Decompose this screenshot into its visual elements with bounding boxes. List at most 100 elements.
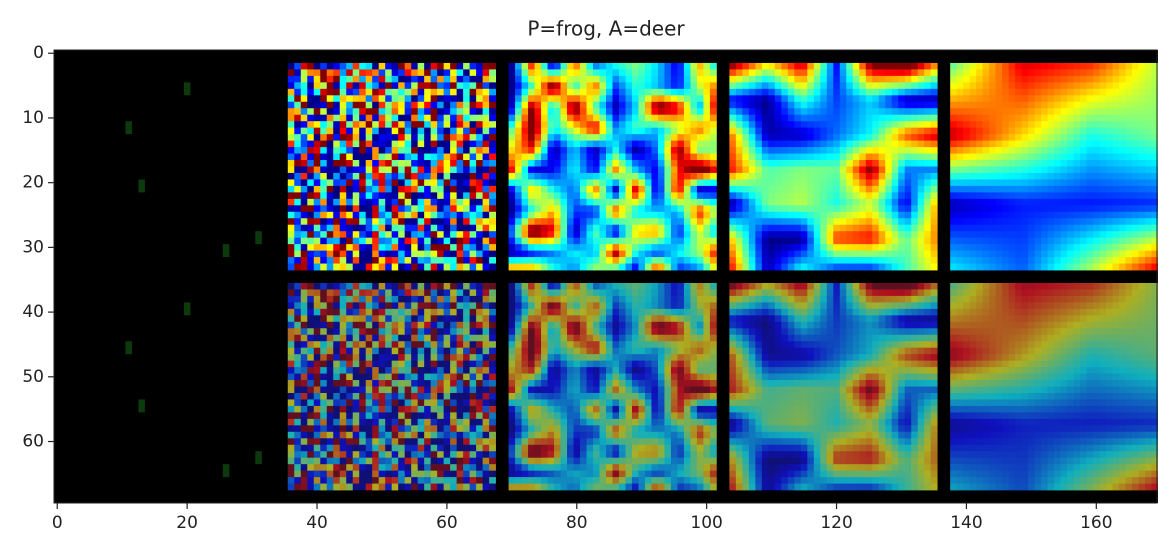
pixel (372, 367, 380, 374)
pixel (696, 172, 704, 180)
pixel (476, 121, 484, 129)
pixel (411, 380, 419, 387)
pixel (567, 82, 574, 90)
pixel (450, 418, 458, 426)
pixel (618, 88, 626, 96)
pixel (683, 315, 691, 323)
pixel (638, 147, 646, 154)
pixel (359, 334, 367, 342)
pixel (599, 373, 607, 381)
pixel (456, 444, 464, 452)
pixel (385, 282, 393, 290)
pixel (761, 114, 769, 122)
pixel (391, 418, 399, 426)
pixel (742, 244, 750, 252)
pixel (463, 231, 471, 239)
pixel (450, 62, 458, 70)
pixel (476, 244, 484, 252)
pixel (508, 166, 516, 174)
pixel (638, 354, 646, 362)
pixel (333, 153, 341, 161)
pixel (567, 88, 574, 96)
pixel (541, 185, 548, 193)
pixel (476, 354, 484, 362)
pixel (644, 237, 652, 245)
pixel (599, 218, 607, 226)
pixel (398, 114, 406, 122)
pixel (833, 147, 841, 154)
pixel (307, 244, 315, 252)
pixel (839, 185, 847, 193)
pixel (424, 321, 432, 329)
pixel (521, 224, 529, 232)
pixel (735, 140, 743, 148)
pixel (567, 224, 574, 232)
pixel (891, 114, 899, 122)
pixel (450, 75, 458, 83)
pixel (729, 244, 737, 252)
pixel (586, 315, 594, 323)
pixel (593, 431, 600, 439)
pixel (794, 134, 802, 141)
pixel (476, 405, 484, 413)
pixel (489, 121, 496, 129)
pixel (644, 392, 652, 400)
pixel (385, 438, 393, 446)
pixel (904, 185, 912, 193)
pixel (437, 114, 445, 122)
pixel (554, 134, 561, 141)
pixel (612, 166, 620, 174)
pixel (547, 153, 555, 161)
pixel (391, 185, 399, 193)
pixel (326, 224, 334, 232)
pixel (404, 127, 412, 135)
pixel (424, 153, 432, 161)
pixel (320, 166, 328, 174)
pixel (515, 250, 522, 258)
pixel (586, 380, 594, 387)
pixel (657, 95, 665, 103)
pixel (677, 418, 685, 426)
pixel (904, 134, 912, 141)
pixel (287, 140, 295, 148)
pixel (878, 160, 886, 167)
pixel (450, 192, 458, 200)
pixel (515, 192, 522, 200)
pixel (781, 75, 789, 83)
pixel (794, 160, 802, 167)
pixel (398, 244, 406, 252)
pixel (398, 425, 406, 433)
pixel (411, 244, 419, 252)
pixel (664, 224, 672, 232)
pixel (703, 140, 711, 148)
pixel (859, 121, 867, 129)
pixel (307, 431, 315, 439)
pixel (307, 418, 315, 426)
pixel (872, 218, 880, 226)
pixel (482, 412, 490, 420)
pixel (521, 431, 529, 439)
pixel (638, 418, 646, 426)
pixel (359, 108, 367, 116)
pixel (547, 295, 555, 303)
pixel (729, 231, 737, 239)
pixel (456, 95, 464, 103)
pixel (450, 218, 458, 226)
pixel (346, 127, 354, 135)
pixel (287, 75, 295, 83)
pixel (690, 179, 698, 187)
pixel (638, 470, 646, 478)
pixel (346, 88, 354, 96)
pixel (567, 470, 574, 478)
pixel (333, 134, 341, 141)
pixel (703, 412, 711, 420)
pixel (554, 250, 561, 258)
pixel (521, 244, 529, 252)
pixel (287, 101, 295, 109)
pixel (430, 444, 438, 452)
pixel (378, 134, 386, 141)
pixel (339, 160, 347, 167)
pixel (638, 160, 646, 167)
pixel (443, 140, 451, 148)
pixel (521, 444, 529, 452)
